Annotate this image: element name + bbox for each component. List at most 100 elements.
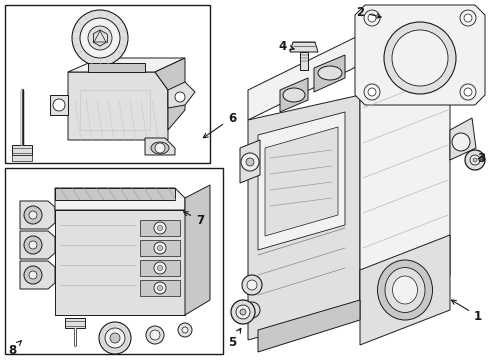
Circle shape (452, 133, 470, 151)
Circle shape (392, 30, 448, 86)
Bar (12, 155, 32, 161)
Circle shape (24, 266, 42, 284)
Circle shape (178, 323, 192, 337)
Circle shape (154, 282, 166, 294)
Polygon shape (248, 35, 450, 120)
Polygon shape (290, 42, 318, 52)
Polygon shape (360, 235, 450, 345)
Polygon shape (20, 201, 55, 229)
Polygon shape (360, 60, 450, 310)
Ellipse shape (392, 276, 417, 304)
Polygon shape (20, 261, 55, 289)
Circle shape (154, 222, 166, 234)
Ellipse shape (283, 88, 305, 102)
Circle shape (368, 14, 376, 22)
Polygon shape (258, 112, 345, 250)
Circle shape (246, 158, 254, 166)
Circle shape (155, 143, 165, 153)
Circle shape (231, 300, 255, 324)
Polygon shape (155, 58, 185, 130)
Polygon shape (265, 127, 338, 236)
Polygon shape (280, 78, 308, 112)
Polygon shape (55, 188, 185, 210)
Text: 8: 8 (8, 341, 21, 356)
Text: 3: 3 (477, 152, 485, 165)
Circle shape (80, 18, 120, 58)
Polygon shape (20, 231, 55, 259)
Circle shape (473, 158, 477, 162)
Text: 4: 4 (279, 40, 294, 53)
Bar (300, 52, 308, 70)
Bar (140, 260, 180, 276)
Polygon shape (248, 95, 360, 340)
Circle shape (29, 241, 37, 249)
Polygon shape (314, 55, 345, 92)
Circle shape (24, 206, 42, 224)
Circle shape (88, 26, 112, 50)
Circle shape (242, 275, 262, 295)
Circle shape (236, 305, 250, 319)
Circle shape (154, 262, 166, 274)
Polygon shape (88, 63, 145, 72)
Polygon shape (145, 138, 175, 155)
Text: 5: 5 (228, 328, 241, 348)
Polygon shape (55, 210, 185, 315)
Circle shape (240, 309, 246, 315)
Circle shape (157, 266, 163, 270)
Circle shape (364, 10, 380, 26)
Circle shape (157, 246, 163, 251)
Ellipse shape (385, 267, 425, 312)
Circle shape (247, 280, 257, 290)
Circle shape (29, 271, 37, 279)
Polygon shape (68, 72, 168, 140)
Circle shape (110, 333, 120, 343)
Polygon shape (55, 188, 175, 200)
Circle shape (72, 10, 128, 66)
Circle shape (464, 14, 472, 22)
Circle shape (105, 328, 125, 348)
Bar (65, 318, 85, 328)
Bar (5, 168, 223, 354)
Circle shape (464, 88, 472, 96)
Polygon shape (50, 95, 68, 115)
Bar (140, 240, 180, 256)
Circle shape (368, 88, 376, 96)
Bar (5, 5, 210, 163)
Circle shape (465, 150, 485, 170)
Polygon shape (355, 5, 485, 105)
Circle shape (24, 236, 42, 254)
Text: 2: 2 (356, 5, 381, 18)
Ellipse shape (377, 260, 433, 320)
Circle shape (182, 327, 188, 333)
Text: 1: 1 (451, 300, 482, 323)
Text: 7: 7 (184, 212, 204, 226)
Circle shape (460, 84, 476, 100)
Circle shape (241, 153, 259, 171)
Polygon shape (185, 185, 210, 315)
Circle shape (175, 92, 185, 102)
Bar (140, 220, 180, 236)
Circle shape (99, 322, 131, 354)
Bar (12, 145, 32, 155)
Polygon shape (258, 300, 360, 352)
Polygon shape (240, 140, 260, 183)
Ellipse shape (151, 142, 169, 154)
Text: 6: 6 (203, 112, 236, 138)
Polygon shape (168, 82, 195, 108)
Circle shape (146, 326, 164, 344)
Circle shape (157, 225, 163, 230)
Circle shape (29, 211, 37, 219)
Circle shape (460, 10, 476, 26)
Polygon shape (450, 118, 476, 160)
Circle shape (384, 22, 456, 94)
Circle shape (154, 242, 166, 254)
Circle shape (364, 84, 380, 100)
Circle shape (470, 155, 480, 165)
Circle shape (150, 330, 160, 340)
Bar (80, 90, 150, 130)
Bar (140, 280, 180, 296)
Circle shape (157, 285, 163, 291)
Circle shape (244, 302, 260, 318)
Polygon shape (68, 58, 185, 72)
Circle shape (53, 99, 65, 111)
